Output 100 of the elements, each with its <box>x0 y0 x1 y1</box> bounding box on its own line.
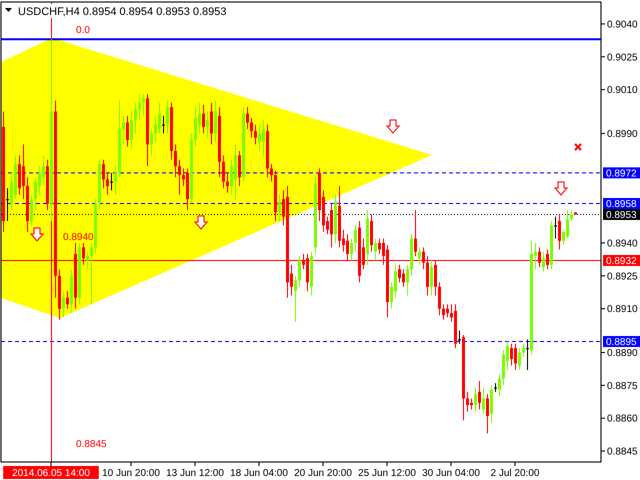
candlestick <box>398 264 401 283</box>
candlestick <box>246 106 249 130</box>
candlestick <box>206 111 209 138</box>
candlestick <box>514 343 517 370</box>
candlestick <box>262 120 265 156</box>
x-tick-label: 2014.06.05 14:00 <box>12 468 90 479</box>
candlestick <box>522 343 525 358</box>
candlestick <box>202 104 205 134</box>
candlestick <box>258 124 261 152</box>
candlestick <box>122 115 125 145</box>
annotation: 0.8940 <box>63 232 94 243</box>
y-tick-label: 0.8940 <box>607 238 638 250</box>
candlestick <box>374 238 377 261</box>
ref-line-label: 0.8972 <box>606 168 638 180</box>
candlestick <box>542 251 545 272</box>
candlestick <box>126 115 129 148</box>
chart-title: USDCHF,H4 0.8954 0.8954 0.8953 0.8953 <box>18 6 227 18</box>
x-tick-label: 2 Jul 20:00 <box>490 468 540 479</box>
ref-line-label: 0.8958 <box>606 199 638 210</box>
candlestick <box>150 128 153 156</box>
ref-line-label: 0.8932 <box>606 256 638 267</box>
candlestick <box>466 391 469 412</box>
candlestick <box>294 275 297 322</box>
y-tick-label: 0.9025 <box>607 52 638 64</box>
y-tick-label: 0.8910 <box>607 304 638 316</box>
candlestick <box>298 256 301 288</box>
candlestick <box>566 210 569 240</box>
x-tick-label: 25 Jun 12:00 <box>358 468 416 479</box>
candlestick <box>354 224 357 252</box>
candlestick <box>114 166 117 196</box>
candlestick <box>510 343 513 366</box>
candlestick <box>38 166 41 196</box>
candlestick <box>402 268 405 288</box>
candlestick <box>406 264 409 296</box>
candlestick <box>102 159 105 189</box>
candlestick <box>498 374 501 397</box>
candlestick <box>518 348 521 370</box>
candlestick <box>22 144 25 200</box>
candlestick <box>34 176 37 211</box>
candlestick <box>494 382 497 392</box>
annotation: 0.8845 <box>76 439 108 450</box>
candlestick <box>270 164 273 182</box>
candlestick <box>482 387 485 414</box>
candlestick <box>250 118 253 138</box>
candlestick <box>442 304 445 320</box>
candlestick <box>142 94 145 116</box>
x-tick-label: 20 Jun 20:00 <box>294 468 352 479</box>
candlestick <box>154 115 157 143</box>
candlestick <box>230 159 233 196</box>
ref-line-label: 0.8895 <box>606 337 638 348</box>
candlestick <box>210 102 213 145</box>
x-tick-label: 10 Jun 20:00 <box>102 468 160 479</box>
candlestick <box>42 154 45 186</box>
candlestick <box>110 172 113 191</box>
candlestick <box>570 210 573 222</box>
candlestick <box>194 106 197 148</box>
candlestick <box>130 111 133 150</box>
y-tick-label: 0.8990 <box>607 128 638 140</box>
candlestick <box>6 188 9 222</box>
candlestick <box>138 94 141 121</box>
candlestick <box>166 100 169 134</box>
x-tick-label: 18 Jun 04:00 <box>230 468 288 479</box>
candlestick <box>174 144 177 178</box>
candlestick <box>30 194 33 226</box>
candlestick <box>134 102 137 134</box>
x-tick-label: 30 Jun 04:00 <box>422 468 480 479</box>
candlestick <box>474 387 477 412</box>
y-tick-label: 0.8845 <box>607 446 638 458</box>
candlestick <box>470 398 473 410</box>
annotation: 0.0 <box>76 25 90 36</box>
candlestick <box>418 246 421 266</box>
candlestick <box>394 264 397 298</box>
candlestick <box>446 304 449 318</box>
candlestick <box>350 238 353 261</box>
candlestick <box>254 124 257 145</box>
candlestick <box>162 115 165 134</box>
candlestick <box>554 216 557 240</box>
y-tick-label: 0.9010 <box>607 85 638 96</box>
y-tick-label: 0.8860 <box>607 414 638 425</box>
candlestick <box>178 159 181 196</box>
candlestick <box>214 100 217 143</box>
candlestick <box>438 282 441 316</box>
y-tick-label: 0.8890 <box>607 348 638 359</box>
candlestick <box>106 172 109 196</box>
candlestick <box>238 150 241 186</box>
y-tick-label: 0.8875 <box>607 380 638 392</box>
candlestick <box>158 102 161 134</box>
candlestick <box>90 242 93 305</box>
candlestick <box>62 290 65 318</box>
y-tick-label: 0.8925 <box>607 271 638 282</box>
candlestick <box>526 338 529 370</box>
candlestick <box>486 394 489 434</box>
candlestick <box>86 251 89 270</box>
x-tick-label: 13 Jun 12:00 <box>166 468 224 479</box>
candlestick <box>458 330 461 344</box>
candlestick <box>430 260 433 296</box>
ref-line-label: 0.8953 <box>606 210 638 221</box>
candlestick <box>478 380 481 410</box>
candlestick <box>226 172 229 194</box>
candlestick <box>414 210 417 257</box>
